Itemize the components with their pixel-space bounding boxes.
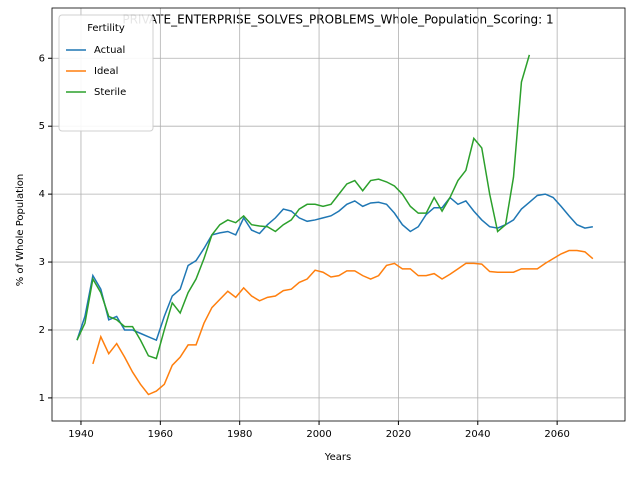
x-tick-label: 1940 [68,429,93,440]
line [76,193,593,342]
legend-box [58,14,154,132]
line [92,249,594,396]
line [76,54,531,360]
chart-title: PRIVATE_ENTERPRISE_SOLVES_PROBLEMS_Whole… [122,13,553,27]
x-tick-label: 2040 [465,429,490,440]
x-tick-label: 1980 [227,429,252,440]
y-tick-label: 4 [39,189,45,200]
legend-label: Ideal [94,66,118,77]
y-tick-label: 3 [39,257,45,268]
x-tick-label: 2020 [386,429,411,440]
legend-label: Actual [94,45,125,56]
x-axis-label: Years [324,452,351,463]
legend-title: Fertility [87,23,125,34]
plot-frame [51,7,626,422]
y-tick-label: 6 [39,53,45,64]
x-tick-label: 2060 [544,429,569,440]
x-tick-label: 2000 [306,429,331,440]
y-axis-label: % of Whole Population [15,174,26,287]
legend: Fertility Actual Ideal Sterile [58,14,154,132]
y-tick-label: 2 [39,325,45,336]
x-tick-label: 1960 [148,429,173,440]
y-tick-label: 1 [39,393,45,404]
y-tick-label: 5 [39,121,45,132]
legend-label: Sterile [94,87,126,98]
